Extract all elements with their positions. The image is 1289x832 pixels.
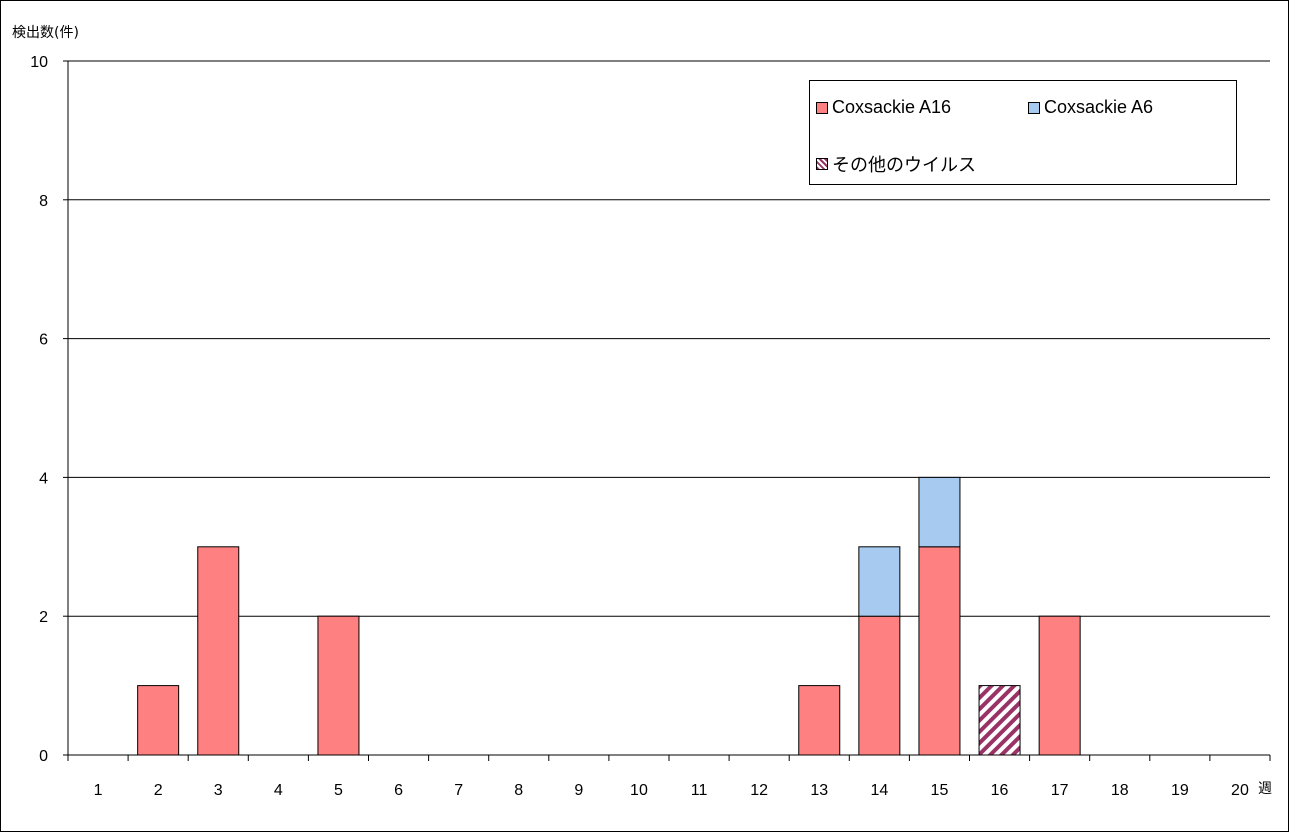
legend-swatch-coxsackie-a16 [816,101,828,114]
bar-week-13-series-0 [798,685,841,756]
bar-week-15-series-1 [918,476,961,548]
y-tick-label-6: 6 [39,332,48,349]
bar-week-5-series-0 [317,615,360,756]
bar-week-14-series-1 [858,546,901,617]
x-tick-label-6: 6 [394,782,403,799]
legend-swatch-other-virus [816,158,828,170]
x-tick-label-14: 14 [870,782,888,799]
x-tick-label-2: 2 [154,782,163,799]
x-tick-label-8: 8 [514,782,523,799]
legend-label-coxsackie-a16: Coxsackie A16 [832,97,952,117]
x-tick-label-18: 18 [1111,782,1129,799]
legend-item-coxsackie-a16: Coxsackie A16 [816,97,951,118]
x-tick-label-20: 20 [1231,782,1249,799]
y-tick-label-0: 0 [39,748,48,765]
x-tick-label-16: 16 [991,782,1009,799]
y-axis-label: 検出数(件) [12,25,79,41]
x-tick-label-9: 9 [574,782,583,799]
x-tick-label-1: 1 [94,782,103,799]
y-tick-label-10: 10 [30,54,48,71]
x-tick-label-11: 11 [691,782,708,799]
x-tick-label-17: 17 [1051,782,1069,799]
bar-week-15-series-0 [918,546,961,756]
x-tick-label-4: 4 [274,782,283,799]
x-tick-label-10: 10 [630,782,648,799]
bar-week-2-series-0 [137,685,180,756]
y-tick-label-8: 8 [39,193,48,210]
x-axis-label: 週 [1258,781,1272,797]
x-tick-label-3: 3 [214,782,223,799]
legend-item-other-virus: その他のウイルス [816,151,976,177]
legend-label-coxsackie-a6: Coxsackie A6 [1044,97,1154,117]
legend-swatch-coxsackie-a6 [1028,101,1040,114]
x-tick-label-19: 19 [1171,782,1189,799]
x-tick-label-15: 15 [931,782,949,799]
bar-week-17-series-0 [1038,615,1081,756]
legend-label-other-virus: その他のウイルス [832,155,976,175]
bar-week-14-series-0 [858,615,901,756]
chart-legend: Coxsackie A16 Coxsackie A6 その他のウイルス [809,80,1237,185]
y-tick-label-2: 2 [39,609,48,626]
x-tick-label-7: 7 [454,782,463,799]
x-tick-label-13: 13 [810,782,828,799]
legend-item-coxsackie-a6: Coxsackie A6 [1028,97,1153,118]
y-tick-label-4: 4 [39,470,48,487]
x-tick-label-12: 12 [750,782,768,799]
bar-week-16-series-2 [978,685,1021,756]
bar-week-3-series-0 [197,546,240,756]
x-tick-label-5: 5 [334,782,343,799]
